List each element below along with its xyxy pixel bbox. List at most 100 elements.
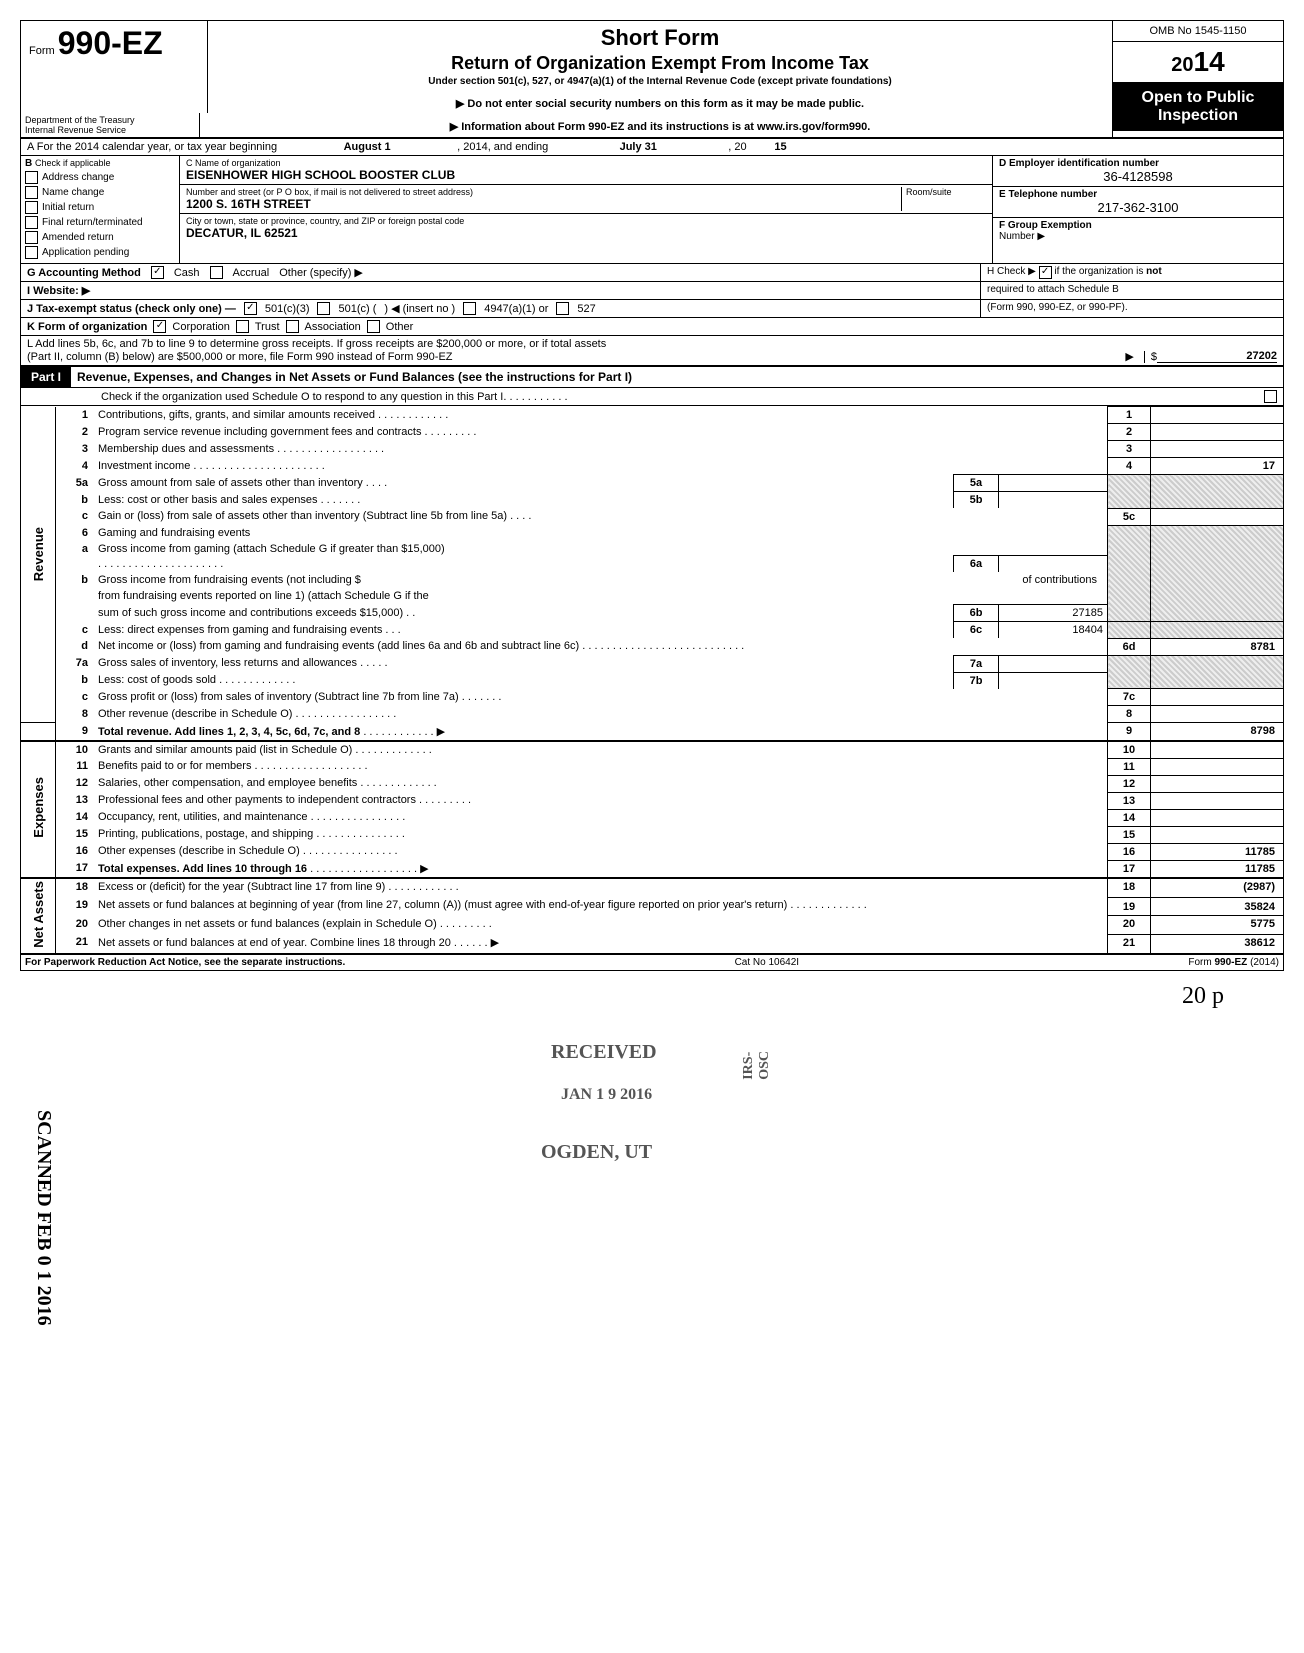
rowa-begin: August 1	[277, 141, 457, 153]
c-street: 1200 S. 16TH STREET	[186, 197, 901, 211]
cb-4947[interactable]	[463, 302, 476, 315]
cb-501c[interactable]	[317, 302, 330, 315]
ln6d-n: d	[56, 638, 95, 655]
cb-name[interactable]	[25, 186, 38, 199]
cb-assoc[interactable]	[286, 320, 299, 333]
title-box: Short Form Return of Organization Exempt…	[208, 21, 1113, 137]
ln8-num: 8	[1108, 706, 1151, 723]
cb-corp[interactable]: ✓	[153, 320, 166, 333]
h-cont1: required to attach Schedule B	[980, 282, 1283, 299]
ln8-n: 8	[56, 706, 95, 723]
ln21-d: Net assets or fund balances at end of ye…	[98, 937, 451, 949]
ln12-val	[1151, 775, 1284, 792]
footer-mid: Cat No 10642I	[735, 957, 800, 968]
col-c: C Name of organization EISENHOWER HIGH S…	[180, 156, 993, 263]
c-room-label: Room/suite	[906, 187, 986, 197]
ln5a-mini: 5a	[954, 475, 999, 492]
h-t2: if the organization is	[1054, 266, 1143, 277]
ln13-num: 13	[1108, 792, 1151, 809]
ln5c-d: Gain or (loss) from sale of assets other…	[98, 510, 507, 522]
ln6-n: 6	[56, 525, 95, 541]
cb-h[interactable]: ✓	[1039, 266, 1052, 279]
ln18-val: (2987)	[1151, 878, 1284, 897]
cb-trust[interactable]	[236, 320, 249, 333]
ln19-val: 35824	[1151, 897, 1284, 916]
inspection1: Open to Public	[1115, 89, 1281, 107]
ln5a-n: 5a	[56, 475, 95, 492]
d-ein-label: D Employer identification number	[999, 158, 1277, 169]
i-label: I Website: ▶	[27, 285, 90, 297]
ln6b-mini: 6b	[954, 605, 999, 622]
cb-pending[interactable]	[25, 246, 38, 259]
cb-label-3: Final return/terminated	[42, 217, 143, 228]
row-j: J Tax-exempt status (check only one) — ✓…	[21, 300, 980, 317]
ln9-num: 9	[1108, 723, 1151, 741]
ln14-d: Occupancy, rent, utilities, and maintena…	[98, 811, 308, 823]
ln18-n: 18	[56, 878, 95, 897]
ln2-d: Program service revenue including govern…	[98, 426, 421, 438]
j-label: J Tax-exempt status (check only one) —	[27, 303, 236, 315]
cb-final[interactable]	[25, 216, 38, 229]
ln6b-n: b	[56, 572, 95, 622]
ln15-d: Printing, publications, postage, and shi…	[98, 828, 313, 840]
ln13-d: Professional fees and other payments to …	[98, 794, 416, 806]
ln10-val	[1151, 741, 1284, 759]
data-table: Revenue 1 Contributions, gifts, grants, …	[21, 406, 1283, 955]
form-number: Form 990-EZ	[21, 21, 208, 113]
ln7a-d: Gross sales of inventory, less returns a…	[98, 657, 357, 669]
cb-527[interactable]	[556, 302, 569, 315]
cb-part1[interactable]	[1264, 390, 1277, 403]
l-dollar: $	[1144, 351, 1157, 363]
h-t3: not	[1146, 266, 1162, 277]
k-o4: Other	[386, 321, 414, 333]
cb-address[interactable]	[25, 171, 38, 184]
scanned-stamp: SCANNED FEB 0 1 2016	[32, 1110, 55, 1326]
ln2-n: 2	[56, 424, 95, 441]
cb-label-0: Address change	[42, 172, 114, 183]
ln1-n: 1	[56, 407, 95, 424]
cb-initial[interactable]	[25, 201, 38, 214]
j-o4: 527	[577, 303, 595, 315]
stamp-irs: IRS-OSC	[741, 1051, 773, 1080]
g-other: Other (specify) ▶	[279, 266, 363, 279]
ln7b-n: b	[56, 672, 95, 689]
c-city-label: City or town, state or province, country…	[186, 216, 986, 226]
ln15-num: 15	[1108, 826, 1151, 843]
ln5c-n: c	[56, 508, 95, 525]
ln15-n: 15	[56, 826, 95, 843]
ln11-num: 11	[1108, 758, 1151, 775]
ln21-val: 38612	[1151, 934, 1284, 954]
cb-accrual[interactable]	[210, 266, 223, 279]
cb-amended[interactable]	[25, 231, 38, 244]
ln11-d: Benefits paid to or for members	[98, 760, 251, 772]
h-t5: (Form 990, 990-EZ, or 990-PF).	[987, 302, 1128, 313]
part1-check-text: Check if the organization used Schedule …	[101, 391, 503, 403]
ln9-val: 8798	[1151, 723, 1284, 741]
ln2-num: 2	[1108, 424, 1151, 441]
ln17-val: 11785	[1151, 860, 1284, 878]
col-d: D Employer identification number 36-4128…	[993, 156, 1283, 263]
ln7a-mini: 7a	[954, 655, 999, 672]
ln4-n: 4	[56, 458, 95, 475]
ln6b-d1: Gross income from fundraising events (no…	[98, 574, 361, 586]
ln10-num: 10	[1108, 741, 1151, 759]
cb-cash[interactable]: ✓	[151, 266, 164, 279]
ln6b-minival: 27185	[999, 605, 1108, 622]
ln6b-d3: from fundraising events reported on line…	[94, 588, 1108, 605]
ln6c-d: Less: direct expenses from gaming and fu…	[98, 624, 382, 636]
dept-box: Department of the Treasury Internal Reve…	[21, 113, 200, 137]
ln13-n: 13	[56, 792, 95, 809]
l-arrow: ▶	[1125, 350, 1133, 363]
l-line2: (Part II, column (B) below) are $500,000…	[27, 351, 453, 363]
ln9-d: Total revenue. Add lines 1, 2, 3, 4, 5c,…	[98, 726, 360, 738]
ln8-val	[1151, 706, 1284, 723]
footer-right: Form 990-EZ (2014)	[1188, 957, 1279, 968]
form-number-text: 990-EZ	[58, 25, 163, 61]
ln6d-d: Net income or (loss) from gaming and fun…	[98, 640, 579, 652]
d-tel-label: E Telephone number	[999, 189, 1277, 200]
row-a: A For the 2014 calendar year, or tax yea…	[21, 139, 1283, 156]
b-label: B	[25, 158, 32, 169]
cb-other-k[interactable]	[367, 320, 380, 333]
arrow2: ▶ Information about Form 990-EZ and its …	[216, 120, 1104, 133]
cb-501c3[interactable]: ✓	[244, 302, 257, 315]
